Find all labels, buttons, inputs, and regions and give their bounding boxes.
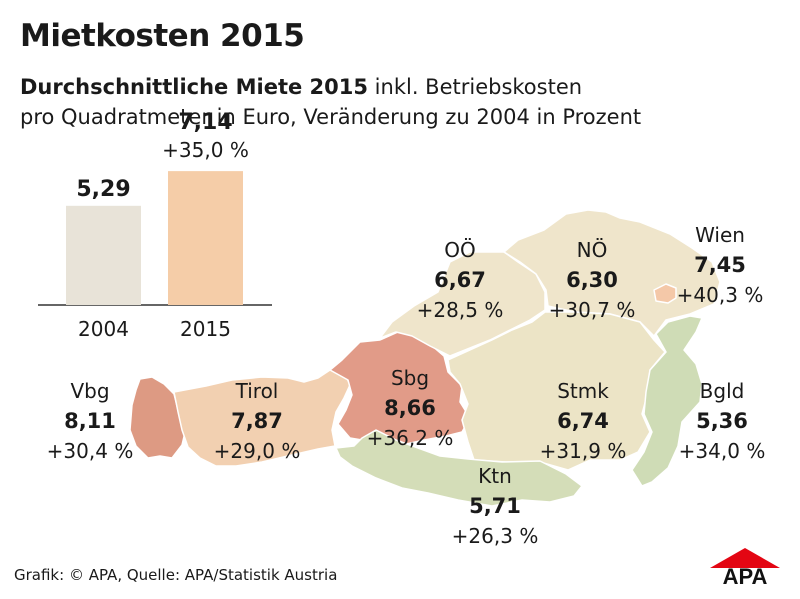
bar-2015 xyxy=(168,171,243,305)
region-name-stmk: Stmk xyxy=(557,379,609,403)
subtitle-bold: Durchschnittliche Miete 2015 xyxy=(20,75,368,99)
logo-text: APA xyxy=(723,564,768,586)
region-label-ktn: Ktn 5,71 +26,3 % xyxy=(452,464,539,548)
austria-map xyxy=(129,209,721,507)
apa-logo: APA xyxy=(710,548,780,586)
region-wien xyxy=(653,283,677,304)
region-change-vbg: +30,4 % xyxy=(47,439,134,463)
region-name-noe: NÖ xyxy=(577,238,608,262)
region-label-vbg: Vbg 8,11 +30,4 % xyxy=(47,379,134,463)
region-bgld xyxy=(631,315,703,487)
region-label-sbg: Sbg 8,66 +36,2 % xyxy=(367,366,454,450)
bar-change-label: +35,0 % xyxy=(162,138,249,162)
region-label-bgld: Bgld 5,36 +34,0 % xyxy=(679,379,766,463)
region-change-bgld: +34,0 % xyxy=(679,439,766,463)
bar-chart: 5,29 2004 7,14 2015 +35,0 % xyxy=(38,110,272,341)
region-name-ktn: Ktn xyxy=(478,464,512,488)
region-name-ooe: OÖ xyxy=(444,238,475,262)
region-value-ooe: 6,67 xyxy=(434,268,486,292)
region-change-tirol: +29,0 % xyxy=(214,439,301,463)
region-label-stmk: Stmk 6,74 +31,9 % xyxy=(540,379,627,463)
region-change-noe: +30,7 % xyxy=(549,298,636,322)
bar-value-label-2004: 5,29 xyxy=(76,177,130,202)
region-ooe xyxy=(379,251,546,357)
region-label-wien: Wien 7,45 +40,3 % xyxy=(677,223,764,307)
region-value-stmk: 6,74 xyxy=(557,409,609,433)
region-value-noe: 6,30 xyxy=(566,268,618,292)
region-label-noe: NÖ 6,30 +30,7 % xyxy=(549,238,636,322)
region-label-tirol: Tirol 7,87 +29,0 % xyxy=(214,379,301,463)
chart-subtitle: Durchschnittliche Miete 2015 inkl. Betri… xyxy=(20,72,780,132)
region-change-sbg: +36,2 % xyxy=(367,426,454,450)
region-name-vbg: Vbg xyxy=(70,379,109,403)
region-change-wien: +40,3 % xyxy=(677,283,764,307)
region-value-wien: 7,45 xyxy=(694,253,746,277)
region-name-bgld: Bgld xyxy=(700,379,745,403)
x-tick-label-2015: 2015 xyxy=(180,317,231,341)
region-value-sbg: 8,66 xyxy=(384,396,436,420)
bar-2004 xyxy=(66,205,141,305)
map-labels: Vbg 8,11 +30,4 % Tirol 7,87 +29,0 % Sbg 8,66 +36… xyxy=(47,223,766,548)
logo-roof xyxy=(710,548,780,568)
bar-value-label-2015: 7,14 xyxy=(178,110,232,135)
chart-title: Mietkosten 2015 xyxy=(20,18,305,54)
region-vbg xyxy=(129,376,187,459)
region-noe xyxy=(503,209,721,337)
region-name-sbg: Sbg xyxy=(391,366,429,390)
region-stmk xyxy=(447,311,666,471)
region-tirol xyxy=(173,369,351,467)
subtitle-rest: inkl. Betriebskosten xyxy=(368,75,583,99)
source-footer: Grafik: © APA, Quelle: APA/Statistik Aus… xyxy=(14,566,338,584)
x-tick-label-2004: 2004 xyxy=(78,317,129,341)
region-name-wien: Wien xyxy=(695,223,745,247)
region-change-stmk: +31,9 % xyxy=(540,439,627,463)
region-value-vbg: 8,11 xyxy=(64,409,116,433)
region-value-ktn: 5,71 xyxy=(469,494,521,518)
region-label-ooe: OÖ 6,67 +28,5 % xyxy=(417,238,504,322)
region-value-tirol: 7,87 xyxy=(231,409,283,433)
region-name-tirol: Tirol xyxy=(235,379,279,403)
region-change-ooe: +28,5 % xyxy=(417,298,504,322)
region-value-bgld: 5,36 xyxy=(696,409,748,433)
region-change-ktn: +26,3 % xyxy=(452,524,539,548)
region-ktn xyxy=(335,429,583,507)
subtitle-line2: pro Quadratmeter in Euro, Veränderung zu… xyxy=(20,105,642,129)
